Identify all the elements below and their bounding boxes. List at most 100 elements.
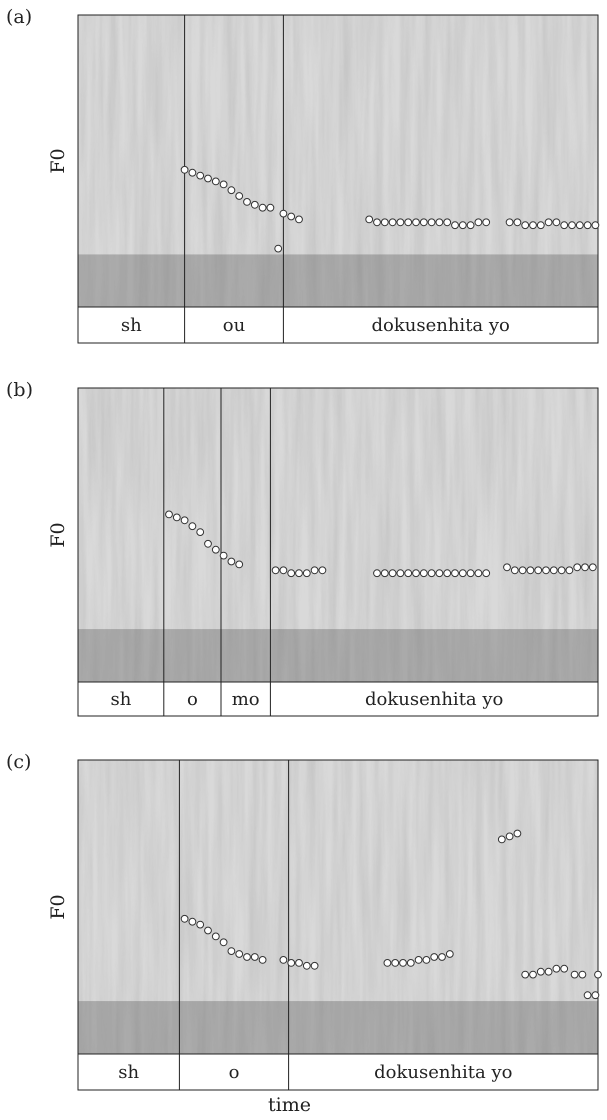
f0-point: [196, 920, 205, 929]
f0-point: [235, 950, 244, 958]
f0-point: [573, 563, 582, 572]
f0-point: [536, 221, 545, 230]
y-axis-label: F0: [47, 894, 69, 919]
f0-point: [404, 218, 413, 227]
spectrogram-texture: [78, 15, 598, 307]
f0-point: [188, 522, 197, 531]
f0-point: [435, 569, 444, 578]
segment-label: ou: [223, 315, 245, 336]
f0-point: [419, 569, 428, 578]
f0-point: [219, 180, 228, 189]
f0-point: [594, 970, 602, 979]
f0-point: [466, 569, 475, 578]
f0-point: [591, 221, 600, 230]
f0-point: [243, 953, 251, 961]
panel-letter: (b): [6, 379, 33, 401]
f0-point: [295, 215, 303, 224]
f0-point: [570, 970, 579, 979]
f0-point: [380, 569, 389, 578]
f0-point: [287, 959, 296, 967]
f0-point: [391, 959, 400, 967]
f0-point: [521, 221, 530, 230]
f0-point: [474, 569, 483, 578]
f0-point: [414, 956, 423, 964]
f0-point: [534, 566, 543, 575]
spectrogram-low-band: [78, 629, 598, 682]
f0-point: [536, 967, 545, 976]
f0-point: [458, 569, 467, 578]
f0-point: [204, 539, 212, 548]
f0-point: [588, 563, 597, 572]
f0-point: [235, 560, 244, 569]
panel-2: sh o mo dokusenhita yo (b) F0: [6, 379, 599, 717]
f0-point: [250, 953, 259, 961]
f0-point: [591, 991, 600, 1000]
f0-point: [258, 956, 267, 964]
f0-point: [544, 218, 553, 227]
f0-point: [274, 244, 283, 253]
f0-point: [227, 947, 236, 955]
f0-point: [243, 198, 251, 206]
f0-point: [235, 192, 244, 200]
f0-point: [482, 218, 491, 227]
f0-point: [219, 551, 228, 560]
f0-point: [560, 964, 569, 973]
f0-point: [513, 829, 522, 838]
spectrogram-low-band: [78, 1001, 598, 1054]
f0-point: [266, 203, 275, 212]
spectrogram-low-band: [78, 254, 598, 307]
f0-point: [412, 569, 420, 578]
f0-point: [443, 218, 452, 227]
segment-label: dokusenhita yo: [365, 689, 503, 710]
f0-point: [438, 953, 446, 961]
segment-label: mo: [232, 689, 260, 710]
f0-point: [578, 970, 587, 979]
f0-point: [443, 569, 452, 578]
f0-point: [435, 218, 444, 227]
f0-point: [565, 566, 574, 575]
f0-point: [287, 212, 296, 221]
f0-point: [250, 200, 259, 209]
f0-point: [552, 218, 561, 227]
segment-label: o: [229, 1062, 240, 1083]
f0-point: [505, 218, 514, 227]
segment-label: o: [187, 689, 198, 710]
f0-point: [302, 569, 311, 578]
segment-label: dokusenhita yo: [374, 1062, 512, 1083]
f0-point: [583, 221, 592, 230]
f0-point: [503, 563, 511, 572]
f0-point: [165, 510, 173, 519]
f0-point: [295, 569, 303, 578]
f0-point: [451, 221, 459, 230]
f0-point: [271, 566, 280, 575]
f0-point: [422, 956, 431, 964]
f0-point: [419, 218, 428, 227]
f0-point: [380, 218, 389, 227]
f0-point: [373, 569, 381, 578]
f0-point: [505, 832, 514, 841]
f0-point: [279, 956, 288, 964]
segment-label: dokusenhita yo: [372, 315, 510, 336]
f0-point: [396, 569, 405, 578]
spectrogram-texture: [78, 760, 598, 1054]
f0-point: [427, 569, 436, 578]
y-axis-label: F0: [47, 148, 69, 173]
f0-point: [180, 516, 189, 525]
f0-point: [211, 177, 220, 186]
f0-point: [287, 569, 296, 578]
f0-point: [188, 168, 197, 177]
spectrogram-texture: [78, 388, 598, 682]
f0-point: [204, 174, 212, 183]
segment-label: sh: [121, 315, 142, 336]
f0-point: [430, 953, 439, 961]
f0-point: [458, 221, 467, 230]
f0-point: [575, 221, 584, 230]
f0-point: [399, 959, 407, 967]
f0-point: [427, 218, 436, 227]
f0-point: [568, 221, 576, 230]
segment-label: sh: [118, 1062, 139, 1083]
panel-1: sh ou dokusenhita yo (a) F0: [6, 6, 600, 344]
f0-point: [211, 545, 220, 554]
f0-point: [560, 221, 569, 230]
panel-letter: (c): [6, 751, 31, 773]
